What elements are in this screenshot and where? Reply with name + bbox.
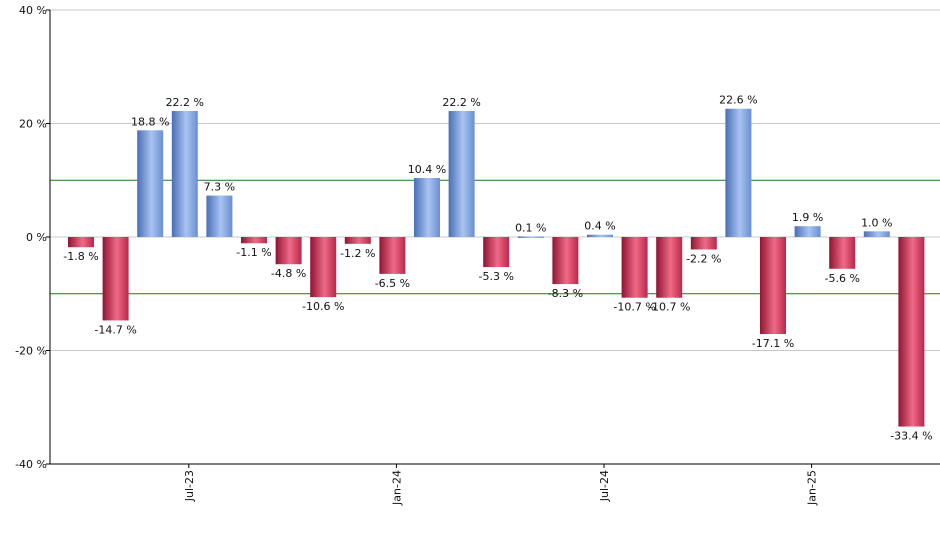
y-tick-label: 40 % xyxy=(19,4,47,17)
bar xyxy=(760,237,786,335)
bar xyxy=(310,237,337,298)
data-label: -17.1 % xyxy=(752,337,794,350)
x-tick-label: Jan-24 xyxy=(390,470,403,506)
y-tick-label: -40 % xyxy=(15,458,47,471)
bar xyxy=(414,177,440,237)
bar xyxy=(690,237,717,250)
bar xyxy=(344,237,371,244)
x-tick-label: Jan-25 xyxy=(806,470,819,506)
bar xyxy=(517,236,544,238)
bar xyxy=(68,237,94,248)
y-tick-label: 0 % xyxy=(26,231,47,244)
bar xyxy=(241,237,267,244)
bar xyxy=(483,237,510,268)
bar xyxy=(794,226,821,237)
bar xyxy=(206,195,233,237)
data-label: 0.1 % xyxy=(515,221,546,234)
data-label: 22.6 % xyxy=(719,94,757,107)
x-tick-label: Jul-24 xyxy=(598,470,611,502)
data-label: -5.6 % xyxy=(824,272,859,285)
bar xyxy=(587,234,613,237)
bar xyxy=(137,130,164,237)
data-label: 7.3 % xyxy=(204,181,235,194)
data-labels-layer: -1.8 % -14.7 % 18.8 % 22.2 % 7.3 % -1.1 %-4.8… xyxy=(63,94,932,443)
y-tick-label: 20 % xyxy=(19,118,47,131)
bar xyxy=(275,237,302,265)
bar xyxy=(863,231,890,237)
data-label: 18.8 % xyxy=(131,115,169,128)
data-label: -10.7 % xyxy=(648,301,690,314)
data-label: 22.2 % xyxy=(442,96,480,109)
bar xyxy=(171,111,198,237)
bar xyxy=(656,237,683,298)
bar xyxy=(725,108,752,238)
axis-layer: -40 % -20 % 0 % 20 % 40 % Jul-23 Jan-24 Jul-24 J… xyxy=(15,4,940,506)
data-label: -14.7 % xyxy=(94,323,136,336)
data-label: -1.8 % xyxy=(63,250,98,263)
bar xyxy=(898,237,925,427)
data-label: -4.8 % xyxy=(271,267,306,280)
bar xyxy=(379,237,406,274)
data-label: 1.9 % xyxy=(792,211,823,224)
x-tick-label: Jul-23 xyxy=(183,470,196,502)
data-label: -6.5 % xyxy=(375,277,410,290)
bar xyxy=(448,111,475,237)
data-label: -8.3 % xyxy=(548,287,583,300)
data-label: -1.1 % xyxy=(236,246,271,259)
bars-layer xyxy=(68,108,925,427)
bar xyxy=(621,237,648,298)
data-label: -2.2 % xyxy=(686,252,721,265)
bar xyxy=(829,237,856,269)
data-label: -10.6 % xyxy=(302,300,344,313)
data-label: -5.3 % xyxy=(478,270,513,283)
data-label: 1.0 % xyxy=(861,216,892,229)
data-label: -33.4 % xyxy=(890,430,932,443)
bar xyxy=(552,237,579,285)
data-label: 22.2 % xyxy=(166,96,204,109)
data-label: 0.4 % xyxy=(584,220,615,233)
data-label: 10.4 % xyxy=(408,163,446,176)
bar xyxy=(102,237,129,321)
y-tick-label: -20 % xyxy=(15,345,47,358)
data-label: -1.2 % xyxy=(340,247,375,260)
data-label: -10.7 % xyxy=(613,301,655,314)
